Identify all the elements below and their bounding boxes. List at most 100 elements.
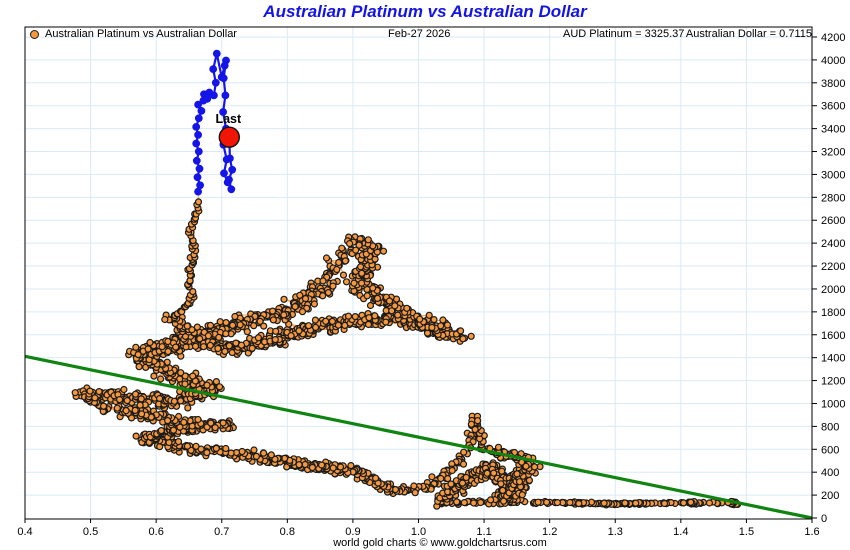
grid-lines (25, 27, 812, 519)
history-point (214, 344, 222, 353)
history-point (447, 480, 455, 488)
y-tick-label: 3600 (821, 101, 845, 113)
y-tick-label: 2000 (821, 284, 845, 296)
history-point (410, 482, 418, 490)
history-point (575, 500, 583, 508)
legend-label: Australian Platinum vs Australian Dollar (45, 28, 237, 40)
history-point (144, 345, 152, 353)
history-point (385, 297, 394, 305)
history-point (211, 424, 219, 432)
history-point (522, 462, 530, 470)
history-point (181, 380, 189, 388)
history-point (136, 401, 144, 409)
y-tick-label: 2200 (821, 261, 845, 273)
history-point (280, 311, 288, 319)
history-point (365, 314, 373, 322)
history-point (474, 417, 482, 425)
history-point (91, 394, 99, 402)
history-point (328, 317, 336, 325)
recent-point (209, 65, 218, 73)
history-point (135, 363, 143, 371)
history-point (150, 372, 158, 380)
history-point (403, 304, 411, 312)
history-point (229, 321, 237, 329)
history-point (499, 486, 507, 494)
header-date: Feb-27 2026 (388, 28, 451, 40)
history-point (236, 321, 244, 329)
axis-ticks: 0.4 0.5 0.6 0.7 0.8 0.9 1.0 1.1 1.2 1.3 1.4 1.5 1.60… (17, 32, 845, 538)
history-point (394, 311, 402, 319)
history-point (295, 327, 303, 335)
history-point (458, 479, 467, 487)
history-point (260, 322, 268, 330)
history-point (621, 499, 629, 507)
y-tick-label: 3000 (821, 169, 845, 181)
history-point (204, 332, 212, 340)
history-point (215, 333, 223, 341)
history-point (123, 397, 131, 405)
last-point-label: Last (215, 112, 242, 126)
recent-point (194, 131, 203, 139)
history-point (364, 236, 372, 244)
recent-point (194, 147, 203, 156)
history-point (132, 343, 140, 351)
history-point (243, 328, 251, 336)
recent-point (227, 185, 236, 194)
y-tick-label: 4000 (821, 55, 845, 67)
history-point (453, 498, 461, 506)
history-point (191, 342, 200, 350)
history-point (350, 279, 358, 287)
history-point (250, 446, 258, 454)
y-tick-label: 2600 (821, 215, 845, 227)
legend-marker-icon (30, 29, 39, 39)
history-point (122, 407, 130, 415)
history-point (342, 278, 351, 286)
history-point (86, 387, 94, 395)
history-point (298, 308, 307, 316)
history-point (222, 330, 230, 338)
history-point (388, 307, 396, 315)
history-point (250, 322, 258, 330)
y-tick-label: 800 (821, 421, 839, 433)
recent-point (219, 74, 228, 83)
y-tick-label: 4200 (821, 32, 845, 44)
recent-point (192, 156, 201, 165)
history-point (137, 395, 145, 403)
history-point (470, 499, 478, 507)
history-point (95, 388, 103, 396)
history-point (216, 383, 224, 391)
history-point (183, 442, 191, 450)
history-point (329, 464, 337, 472)
y-tick-label: 1400 (821, 353, 845, 365)
history-point (423, 329, 432, 337)
history-point (269, 307, 277, 315)
history-point (460, 448, 468, 456)
history-point (319, 277, 327, 285)
history-point (132, 432, 140, 440)
history-point (477, 498, 485, 507)
recent-point (211, 78, 220, 87)
y-tick-label: 1800 (821, 307, 845, 319)
history-point (222, 444, 230, 453)
history-point (333, 265, 341, 274)
history-point (518, 491, 526, 499)
recent-point (193, 173, 202, 182)
history-point (339, 271, 348, 279)
history-point (237, 341, 246, 349)
history-point (221, 347, 229, 355)
history-point (379, 247, 388, 255)
history-point (177, 369, 185, 377)
history-point (194, 198, 203, 206)
history-point (443, 321, 452, 329)
history-point (206, 341, 214, 349)
recent-point (210, 91, 218, 100)
history-point (351, 313, 359, 321)
recent-point (228, 165, 237, 174)
recent-point (226, 154, 234, 163)
history-point (513, 470, 521, 478)
history-point (497, 480, 505, 488)
history-point (411, 489, 419, 497)
recent-point (192, 139, 201, 148)
